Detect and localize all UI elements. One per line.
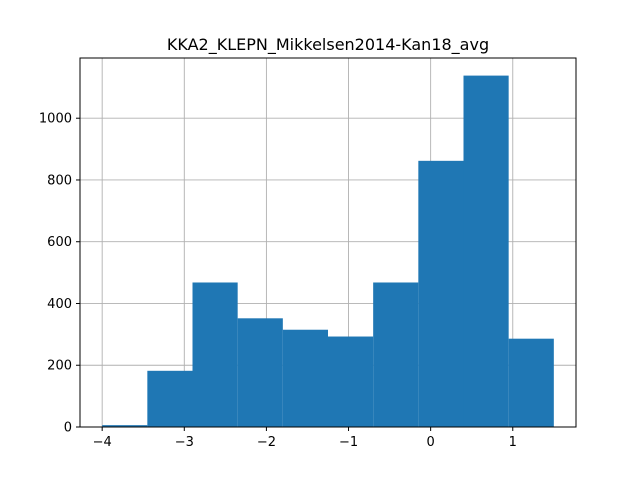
histogram-bar	[508, 338, 554, 427]
histogram-bar	[463, 75, 509, 428]
x-tick-label: 1	[509, 435, 517, 450]
y-tick-label: 200	[47, 359, 72, 374]
histogram-bar	[147, 370, 193, 427]
histogram-bar	[373, 282, 419, 427]
histogram-bar	[418, 160, 464, 428]
histogram-bar	[328, 336, 374, 427]
histogram-bars	[102, 75, 554, 428]
y-tick-label: 600	[47, 235, 72, 250]
y-tick-label: 400	[47, 297, 72, 312]
histogram-bar	[282, 329, 328, 427]
histogram-bar	[192, 282, 238, 427]
x-tick-label: 0	[427, 435, 435, 450]
y-tick-label: 1000	[39, 112, 72, 127]
chart-title: KKA2_KLEPN_Mikkelsen2014-Kan18_avg	[167, 35, 489, 55]
x-tick-label: −4	[93, 435, 112, 450]
x-axis: −4 −3 −2 −1 0 1	[93, 427, 517, 450]
y-tick-label: 0	[64, 421, 72, 436]
y-axis: 0 200 400 600 800 1000	[39, 112, 80, 436]
x-tick-label: −2	[257, 435, 276, 450]
histogram-bar	[102, 425, 148, 427]
axes-frame	[79, 57, 577, 428]
x-tick-label: −3	[175, 435, 194, 450]
x-tick-label: −1	[339, 435, 358, 450]
histogram-bar	[237, 318, 283, 427]
y-tick-label: 800	[47, 173, 72, 188]
